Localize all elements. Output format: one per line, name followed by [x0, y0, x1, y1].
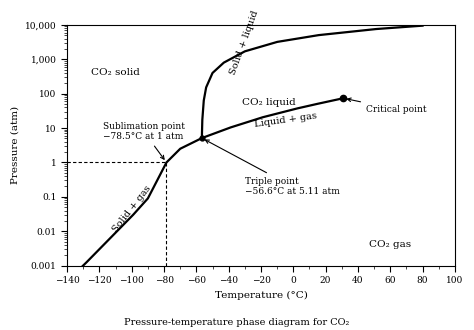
Text: CO₂ solid: CO₂ solid: [91, 68, 140, 78]
Text: CO₂ gas: CO₂ gas: [369, 240, 411, 249]
Text: Pressure-temperature phase diagram for CO₂: Pressure-temperature phase diagram for C…: [124, 318, 350, 327]
Y-axis label: Pressure (atm): Pressure (atm): [10, 106, 19, 184]
Text: Solid + gas: Solid + gas: [111, 184, 153, 234]
Text: Solid + liquid: Solid + liquid: [229, 10, 261, 76]
X-axis label: Temperature (°C): Temperature (°C): [215, 291, 308, 300]
Text: Triple point
−56.6°C at 5.11 atm: Triple point −56.6°C at 5.11 atm: [205, 140, 340, 196]
Text: Sublimation point
−78.5°C at 1 atm: Sublimation point −78.5°C at 1 atm: [103, 122, 185, 159]
Text: Critical point: Critical point: [347, 98, 427, 114]
Text: Liquid + gas: Liquid + gas: [253, 111, 317, 129]
Text: CO₂ liquid: CO₂ liquid: [242, 98, 296, 107]
